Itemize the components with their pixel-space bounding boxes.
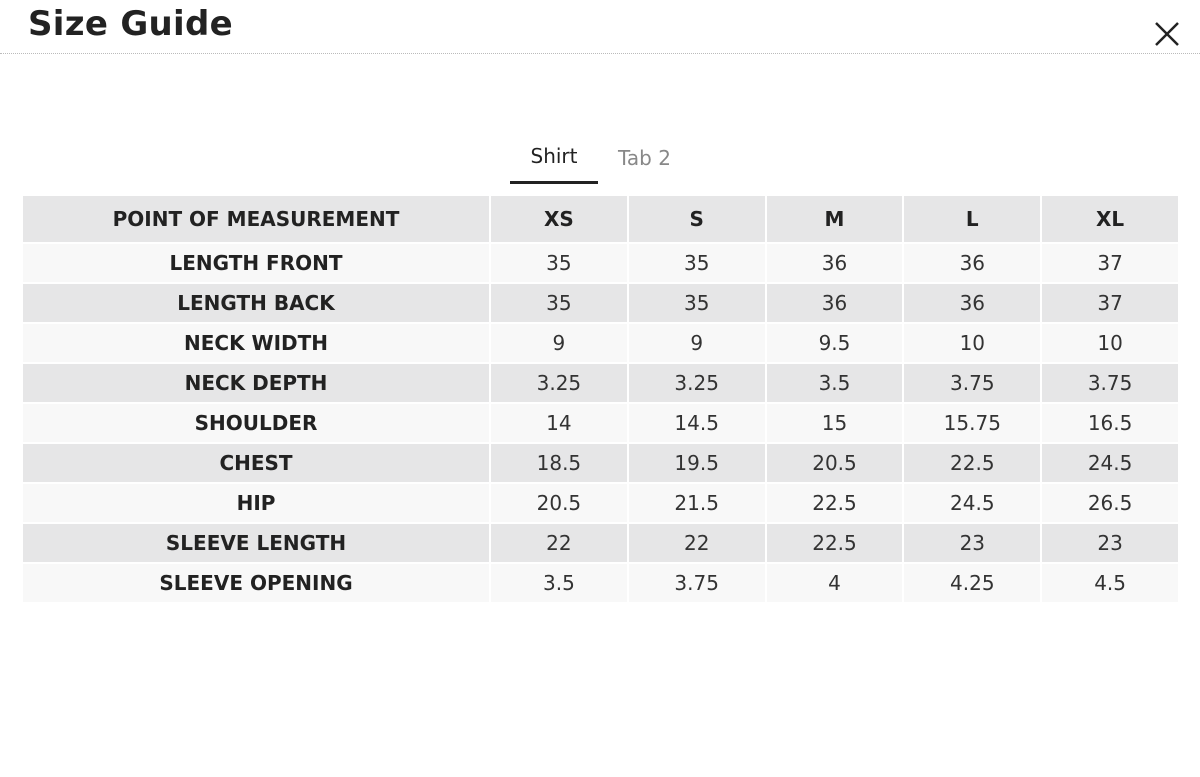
cell: 9.5	[766, 324, 903, 362]
table-row: SLEEVE LENGTH 22 22 22.5 23 23	[23, 524, 1178, 562]
row-label: SLEEVE OPENING	[23, 564, 489, 602]
column-header: M	[766, 196, 903, 242]
column-header: L	[904, 196, 1041, 242]
divider	[0, 53, 1200, 54]
column-header: S	[628, 196, 765, 242]
cell: 15.75	[904, 404, 1041, 442]
cell: 3.25	[491, 364, 627, 402]
cell: 23	[904, 524, 1041, 562]
cell: 26.5	[1042, 484, 1178, 522]
size-table: POINT OF MEASUREMENT XS S M L XL LENGTH FRONT…	[21, 194, 1180, 604]
cell: 36	[766, 244, 903, 282]
cell: 35	[628, 244, 765, 282]
column-header: POINT OF MEASUREMENT	[23, 196, 489, 242]
cell: 19.5	[628, 444, 765, 482]
row-label: LENGTH BACK	[23, 284, 489, 322]
cell: 10	[1042, 324, 1178, 362]
cell: 22	[491, 524, 627, 562]
cell: 24.5	[904, 484, 1041, 522]
cell: 37	[1042, 284, 1178, 322]
table-row: HIP 20.5 21.5 22.5 24.5 26.5	[23, 484, 1178, 522]
table-row: NECK DEPTH 3.25 3.25 3.5 3.75 3.75	[23, 364, 1178, 402]
cell: 35	[491, 284, 627, 322]
column-header: XS	[491, 196, 627, 242]
cell: 22	[628, 524, 765, 562]
close-button[interactable]	[1154, 21, 1180, 47]
cell: 24.5	[1042, 444, 1178, 482]
cell: 22.5	[766, 484, 903, 522]
row-label: LENGTH FRONT	[23, 244, 489, 282]
cell: 9	[491, 324, 627, 362]
cell: 22.5	[904, 444, 1041, 482]
cell: 3.75	[628, 564, 765, 602]
header-row: POINT OF MEASUREMENT XS S M L XL	[23, 196, 1178, 242]
cell: 18.5	[491, 444, 627, 482]
row-label: NECK DEPTH	[23, 364, 489, 402]
cell: 3.5	[766, 364, 903, 402]
cell: 20.5	[766, 444, 903, 482]
cell: 3.75	[904, 364, 1041, 402]
row-label: SHOULDER	[23, 404, 489, 442]
cell: 35	[491, 244, 627, 282]
cell: 3.25	[628, 364, 765, 402]
row-label: NECK WIDTH	[23, 324, 489, 362]
column-header: XL	[1042, 196, 1178, 242]
cell: 14.5	[628, 404, 765, 442]
cell: 20.5	[491, 484, 627, 522]
table-row: SHOULDER 14 14.5 15 15.75 16.5	[23, 404, 1178, 442]
row-label: CHEST	[23, 444, 489, 482]
cell: 4.25	[904, 564, 1041, 602]
cell: 15	[766, 404, 903, 442]
cell: 4.5	[1042, 564, 1178, 602]
cell: 10	[904, 324, 1041, 362]
cell: 36	[904, 244, 1041, 282]
cell: 14	[491, 404, 627, 442]
tab[interactable]: Shirt	[510, 140, 598, 184]
table-row: SLEEVE OPENING 3.5 3.75 4 4.25 4.5	[23, 564, 1178, 602]
table-row: NECK WIDTH 9 9 9.5 10 10	[23, 324, 1178, 362]
cell: 4	[766, 564, 903, 602]
dialog-title: Size Guide	[28, 4, 233, 44]
cell: 37	[1042, 244, 1178, 282]
tab-bar: Shirt Tab 2	[510, 140, 691, 184]
cell: 3.5	[491, 564, 627, 602]
row-label: HIP	[23, 484, 489, 522]
tab[interactable]: Tab 2	[618, 146, 671, 170]
cell: 16.5	[1042, 404, 1178, 442]
table-row: CHEST 18.5 19.5 20.5 22.5 24.5	[23, 444, 1178, 482]
cell: 35	[628, 284, 765, 322]
table-row: LENGTH FRONT 35 35 36 36 37	[23, 244, 1178, 282]
cell: 23	[1042, 524, 1178, 562]
cell: 36	[904, 284, 1041, 322]
table-row: LENGTH BACK 35 35 36 36 37	[23, 284, 1178, 322]
row-label: SLEEVE LENGTH	[23, 524, 489, 562]
cell: 9	[628, 324, 765, 362]
cell: 21.5	[628, 484, 765, 522]
cell: 3.75	[1042, 364, 1178, 402]
cell: 22.5	[766, 524, 903, 562]
cell: 36	[766, 284, 903, 322]
